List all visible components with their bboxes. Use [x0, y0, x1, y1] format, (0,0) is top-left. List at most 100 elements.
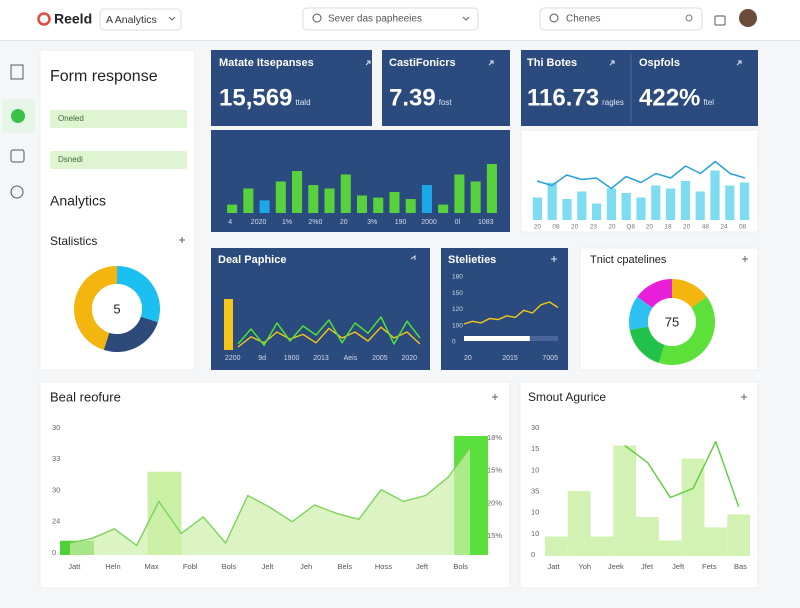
add-icon[interactable] [179, 237, 185, 243]
panel-title: Beal reofure [50, 389, 121, 404]
add-icon[interactable] [742, 256, 748, 262]
x-tick-label: Bols [453, 562, 468, 571]
rail-icon[interactable] [10, 64, 24, 80]
x-tick-label: Bas [734, 562, 747, 571]
kpi-label: Ospfols [639, 57, 680, 69]
x-tick-label: Jatt [68, 562, 81, 571]
x-tick-label: Jfet [641, 562, 654, 571]
green-line [237, 316, 421, 346]
rail-icon[interactable] [10, 149, 25, 163]
x-tick-label: 20 [340, 219, 348, 226]
sidebar-title: Form response [50, 68, 158, 85]
x-tick-label: 20 [683, 224, 691, 231]
bar [666, 188, 676, 220]
x-tick-label: 08 [739, 224, 747, 231]
field-label: Oneled [58, 114, 84, 123]
field[interactable] [50, 151, 187, 169]
donut-slice [73, 266, 117, 350]
bar [704, 527, 728, 556]
bar [532, 197, 542, 220]
x-tick-label: 20 [534, 224, 542, 231]
x-tick-label: Jeek [608, 562, 624, 571]
kpi-card [382, 50, 510, 126]
y-tick-label: 10 [531, 465, 539, 474]
bar [636, 517, 659, 556]
x-tick-label: 24 [720, 224, 728, 231]
bar-panel [211, 130, 510, 232]
bar [438, 204, 449, 213]
donut-hole [92, 284, 142, 334]
bar [577, 191, 587, 220]
bar [405, 199, 416, 213]
lock-icon[interactable] [714, 15, 726, 26]
x-tick-label: 48 [702, 224, 710, 231]
donut-slice [629, 326, 665, 363]
bar [356, 195, 368, 213]
x-tick-label: 2%0 [308, 219, 322, 226]
y-tick-label: 20% [487, 498, 502, 507]
x-tick-label: Jeft [672, 562, 685, 571]
y-tick-label: 30 [531, 423, 539, 432]
x-tick-label: 08 [552, 224, 560, 231]
add-icon[interactable] [741, 394, 747, 400]
rail-icon[interactable] [10, 185, 24, 199]
kpi-value: 422% [639, 84, 700, 111]
y-tick-label: 33 [52, 454, 60, 463]
area-line [69, 447, 471, 547]
x-tick-label: 7005 [542, 355, 558, 362]
x-tick-label: Jatt [548, 562, 561, 571]
bar [470, 181, 481, 213]
bar [606, 188, 616, 220]
x-tick-label: Heln [105, 562, 120, 571]
y-tick-label: 0 [452, 339, 456, 346]
y-tick-label: 10 [531, 508, 539, 517]
chevron [462, 16, 470, 21]
add-icon[interactable] [551, 256, 557, 262]
workspace-dropdown[interactable] [99, 8, 182, 31]
x-tick-label: 2200 [225, 355, 241, 362]
y-tick-label: 150 [452, 290, 463, 297]
bar [292, 171, 303, 213]
x-tick-label: Max [145, 562, 159, 571]
kpi-label: Thi Botes [527, 57, 577, 69]
trend-line [536, 160, 746, 190]
bar [592, 203, 602, 220]
add-icon[interactable] [492, 394, 498, 400]
y-tick-label: 15 [531, 444, 539, 453]
field[interactable] [50, 110, 187, 128]
kpi-icon [365, 60, 371, 66]
search-icon [312, 13, 322, 23]
x-tick-label: Jelt [262, 562, 275, 571]
bar [324, 188, 335, 213]
donut-slice [637, 279, 672, 308]
x-tick-label: Fets [702, 562, 717, 571]
donut-slice [672, 279, 707, 308]
logo[interactable] [37, 12, 51, 26]
x-tick-label: Yoh [578, 562, 591, 571]
x-tick-label: Fobl [183, 562, 198, 571]
x-tick-label: 0l [455, 219, 461, 226]
bar [373, 197, 384, 213]
x-tick-label: 2020 [251, 219, 267, 226]
bar [259, 200, 270, 213]
avatar[interactable] [739, 9, 757, 27]
search-box[interactable] [302, 7, 479, 31]
bar [454, 174, 465, 213]
rail-icon[interactable] [11, 109, 25, 123]
x-tick-label: 20 [571, 224, 579, 231]
bar [567, 491, 591, 556]
search-placeholder: Chenes [566, 14, 600, 25]
bar [308, 185, 319, 213]
bar [389, 192, 400, 213]
x-tick-label: 4 [228, 219, 232, 226]
bar [613, 445, 637, 556]
y-tick-label: 18% [487, 433, 502, 442]
bar [243, 188, 254, 213]
search-placeholder: Sever das papheeies [328, 14, 422, 25]
search-box-2[interactable] [539, 7, 703, 31]
donut-center: 75 [665, 314, 679, 329]
x-tick-label: 20 [464, 355, 472, 362]
bar [227, 204, 238, 213]
kpi-unit: fost [439, 98, 453, 107]
bar [651, 185, 661, 220]
